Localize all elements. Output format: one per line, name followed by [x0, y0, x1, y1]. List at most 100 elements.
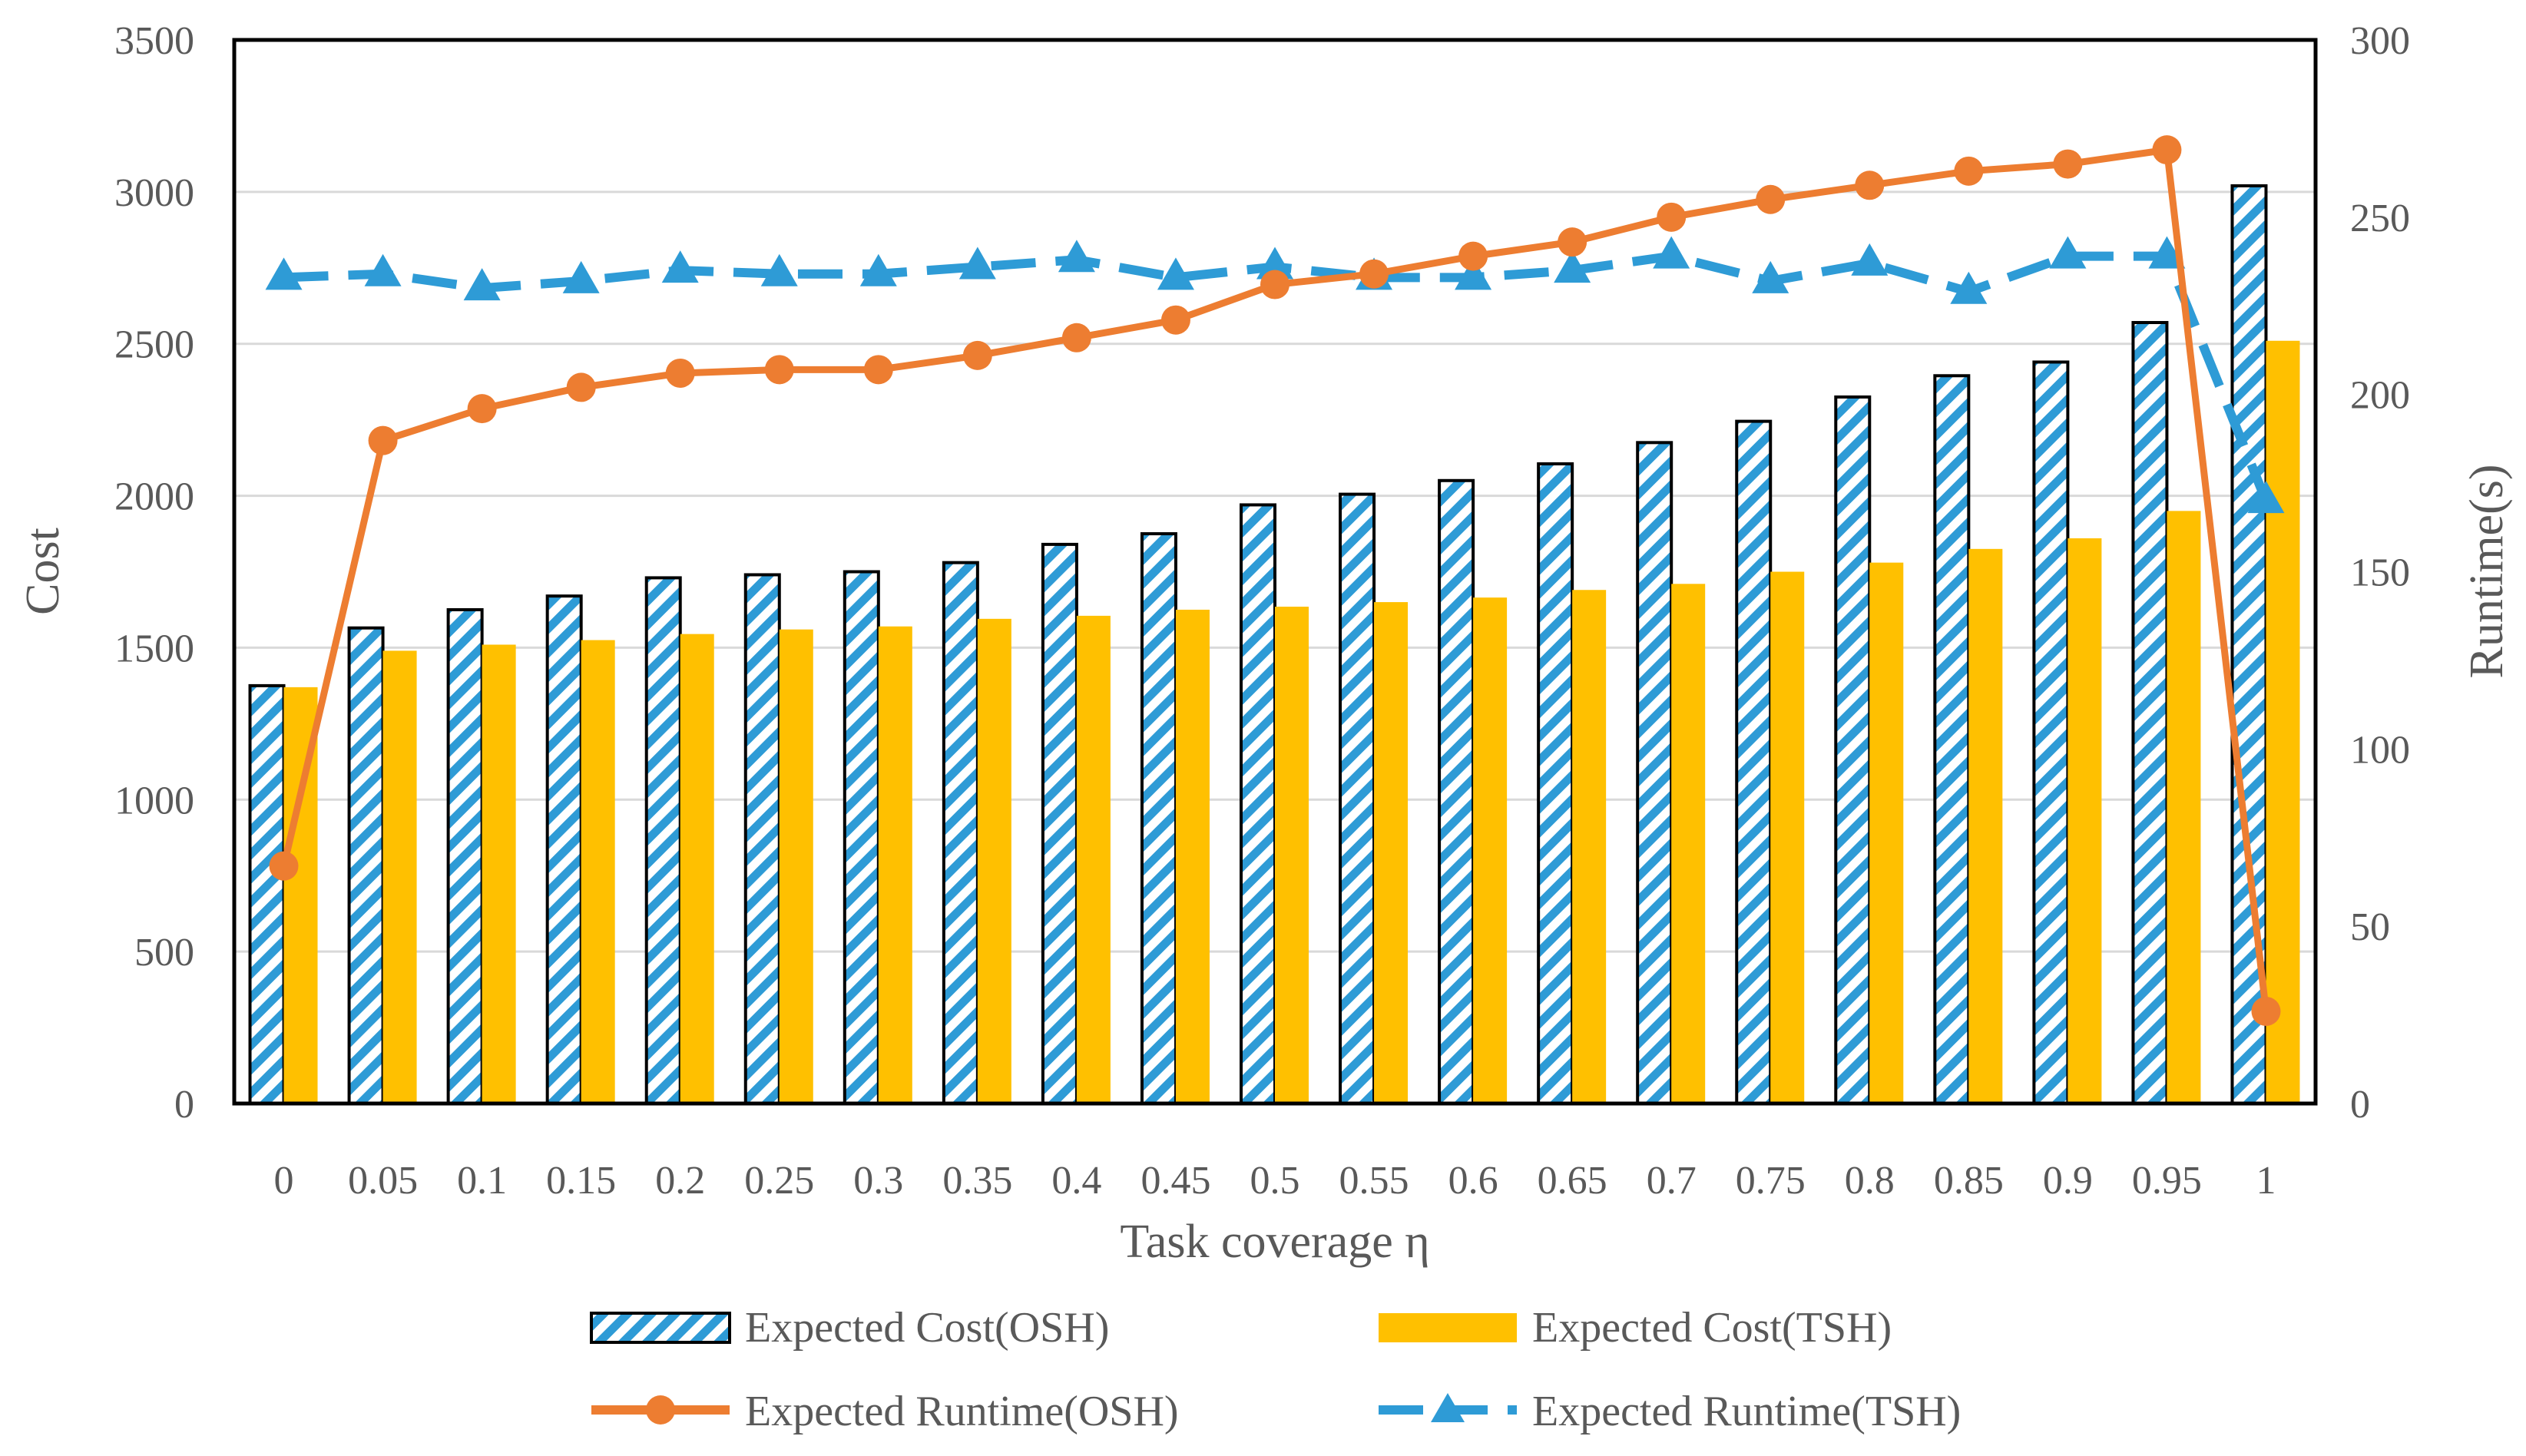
bar-expected-cost-osh	[942, 561, 979, 1105]
point-expected-runtime-osh	[1260, 270, 1289, 299]
bar-expected-cost-tsh	[2266, 340, 2300, 1104]
point-expected-runtime-tsh	[760, 253, 798, 286]
point-expected-runtime-tsh	[1256, 247, 1293, 280]
bar-expected-cost-tsh	[1671, 584, 1706, 1104]
bar-expected-cost-osh	[248, 683, 286, 1105]
y-tick-label: 3000	[114, 171, 194, 215]
legend-label-expected-runtime-tsh: Expected Runtime(TSH)	[1532, 1388, 1961, 1435]
point-expected-runtime-tsh	[1157, 257, 1194, 290]
y-tick-label: 500	[134, 931, 194, 975]
y2-tick-label: 0	[2350, 1083, 2370, 1127]
y2-tick-label: 300	[2350, 19, 2410, 63]
point-expected-runtime-tsh	[859, 253, 897, 286]
y2-tick-label: 100	[2350, 728, 2410, 772]
bar-expected-cost-tsh	[1968, 548, 2003, 1104]
point-expected-runtime-osh	[665, 358, 695, 388]
x-tick-label: 0.5	[1250, 1159, 1300, 1203]
legend-swatch-expected-cost-tsh	[1379, 1313, 1517, 1342]
bar-expected-cost-tsh	[1374, 602, 1409, 1104]
y2-tick-label: 250	[2350, 197, 2410, 240]
point-expected-runtime-osh	[566, 372, 596, 402]
x-tick-label: 0.75	[1736, 1159, 1806, 1203]
x-tick-label: 0.9	[2043, 1159, 2093, 1203]
point-expected-runtime-osh	[1756, 184, 1786, 214]
y2-tick-label: 150	[2350, 551, 2410, 595]
point-expected-runtime-osh	[368, 425, 398, 455]
bar-expected-cost-tsh	[2167, 511, 2201, 1104]
bar-expected-cost-tsh	[680, 634, 714, 1104]
point-expected-runtime-tsh	[1455, 257, 1492, 290]
bar-expected-cost-tsh	[1572, 590, 1607, 1104]
bar-expected-cost-osh	[1537, 462, 1574, 1105]
bar-expected-cost-tsh	[2067, 538, 2102, 1104]
x-tick-label: 0.45	[1141, 1159, 1210, 1203]
x-tick-label: 0.95	[2132, 1159, 2202, 1203]
x-tick-label: 0.1	[457, 1159, 507, 1203]
bar-expected-cost-tsh	[1275, 607, 1309, 1104]
bar-expected-cost-osh	[1339, 492, 1376, 1105]
bar-expected-cost-osh	[843, 570, 880, 1105]
bar-expected-cost-tsh	[1076, 615, 1111, 1104]
point-expected-runtime-osh	[1061, 323, 1091, 352]
runtime-lines	[265, 135, 2285, 1026]
x-axis-title: Task coverage η	[1120, 1216, 1429, 1268]
bar-expected-cost-tsh	[779, 629, 813, 1104]
point-expected-runtime-osh	[2053, 149, 2083, 179]
point-expected-runtime-osh	[962, 340, 992, 370]
y-tick-label: 3500	[114, 19, 194, 63]
bar-expected-cost-osh	[644, 576, 682, 1105]
x-tick-label: 0.6	[1448, 1159, 1498, 1203]
bar-expected-cost-osh	[1140, 532, 1177, 1105]
point-expected-runtime-tsh	[1653, 236, 1690, 269]
point-expected-runtime-osh	[1855, 170, 1885, 200]
x-tick-label: 0.85	[1934, 1159, 2004, 1203]
x-tick-label: 0.8	[1845, 1159, 1895, 1203]
bar-expected-cost-tsh	[1473, 597, 1508, 1104]
point-expected-runtime-tsh	[562, 260, 600, 293]
legend-marker-expected-runtime-tsh	[1431, 1393, 1465, 1422]
y2-tick-label: 200	[2350, 374, 2410, 418]
point-expected-runtime-osh	[2152, 135, 2182, 165]
bar-expected-cost-osh	[2032, 360, 2070, 1105]
point-expected-runtime-tsh	[2148, 236, 2186, 269]
legend-label-expected-runtime-osh: Expected Runtime(OSH)	[745, 1388, 1179, 1435]
x-tick-label: 0.55	[1339, 1159, 1409, 1203]
bar-expected-cost-osh	[1834, 395, 1872, 1105]
bar-expected-cost-osh	[743, 573, 781, 1105]
legend-swatch-expected-cost-osh	[590, 1312, 731, 1344]
point-expected-runtime-osh	[1657, 202, 1687, 232]
x-tick-label: 0.7	[1647, 1159, 1697, 1203]
point-expected-runtime-tsh	[958, 247, 996, 280]
point-expected-runtime-osh	[1160, 305, 1190, 335]
point-expected-runtime-tsh	[661, 250, 699, 283]
x-tick-label: 0.05	[348, 1159, 418, 1203]
y-tick-label: 1500	[114, 627, 194, 670]
bar-expected-cost-tsh	[482, 644, 516, 1104]
point-expected-runtime-tsh	[463, 268, 501, 301]
point-expected-runtime-osh	[764, 355, 794, 385]
bar-expected-cost-tsh	[581, 640, 615, 1104]
point-expected-runtime-tsh	[1752, 260, 1789, 293]
bar-expected-cost-osh	[1735, 419, 1773, 1105]
legend: Expected Cost(OSH) Expected Cost(TSH) Ex…	[590, 1304, 1961, 1435]
point-expected-runtime-osh	[1558, 227, 1587, 257]
bar-expected-cost-osh	[1438, 478, 1475, 1105]
x-tick-label: 0.3	[853, 1159, 903, 1203]
point-expected-runtime-osh	[1359, 259, 1389, 289]
bar-expected-cost-osh	[545, 594, 583, 1105]
point-expected-runtime-osh	[1458, 241, 1488, 271]
legend-marker-expected-runtime-osh	[646, 1395, 675, 1425]
bar-expected-cost-osh	[446, 607, 484, 1105]
bar-expected-cost-osh	[1933, 374, 1971, 1105]
bar-expected-cost-tsh	[977, 618, 1011, 1104]
x-tick-label: 0	[274, 1159, 294, 1203]
x-tick-label: 0.2	[655, 1159, 705, 1203]
y2-axis-title: Runtime(s)	[2461, 465, 2513, 679]
bar-expected-cost-osh	[1041, 542, 1078, 1105]
bar-expected-cost-osh	[1240, 503, 1276, 1105]
bar-expected-cost-tsh	[1175, 609, 1210, 1104]
point-expected-runtime-tsh	[1950, 271, 1988, 304]
y2-tick-label: 50	[2350, 905, 2390, 949]
